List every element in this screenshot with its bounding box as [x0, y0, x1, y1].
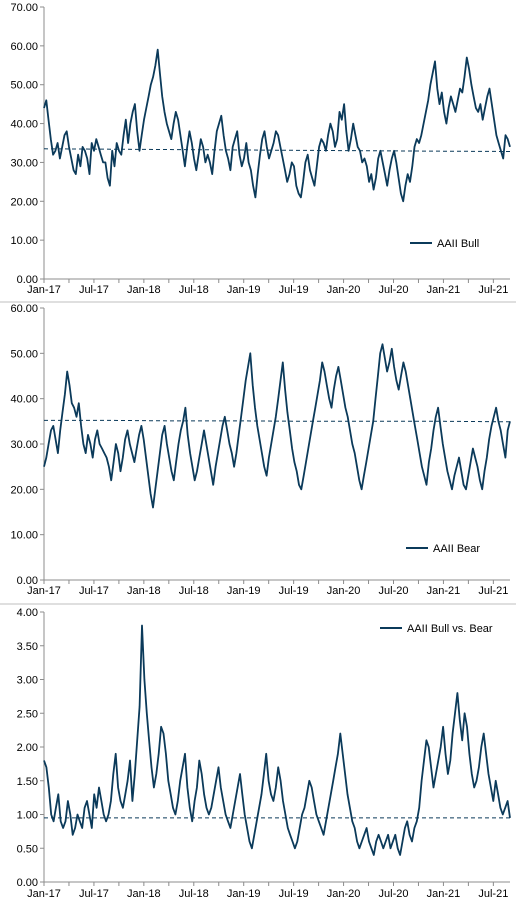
chart3-y-tick-label: 0.00 — [17, 877, 38, 889]
chart3-y-tick-label: 2.00 — [17, 742, 38, 754]
chart1-y-tick-label: 30.00 — [10, 157, 38, 169]
chart3-legend-label: AAII Bull vs. Bear — [407, 623, 493, 635]
chart3-series-line — [43, 624, 511, 856]
chart2-y-tick-label: 50.00 — [10, 348, 38, 360]
chart2-y-tick-label: 20.00 — [10, 484, 38, 496]
chart2-x-tick-label: Jan-19 — [227, 585, 261, 597]
chart2-x-tick-label: Jul-21 — [478, 585, 508, 597]
chart2-x-tick-label: Jul-20 — [379, 585, 409, 597]
chart2-x-tick-label: Jan-20 — [327, 585, 361, 597]
chart1-x-tick-label: Jan-21 — [427, 284, 461, 296]
chart3-y-tick-label: 4.00 — [17, 607, 38, 619]
chart2-x-tick-label: Jan-18 — [127, 585, 161, 597]
chart1-y-tick-label: 10.00 — [10, 235, 38, 247]
chart1-y-tick-label: 50.00 — [10, 80, 38, 92]
chart1-x-tick-label: Jul-19 — [279, 284, 309, 296]
chart1-x-tick-label: Jan-20 — [327, 284, 361, 296]
chart2-x-tick-label: Jul-18 — [179, 585, 209, 597]
chart3-x-tick-label: Jan-18 — [127, 888, 161, 900]
chart3-x-tick-label: Jul-19 — [279, 888, 309, 900]
chart2-y-tick-label: 30.00 — [10, 439, 38, 451]
chart3-y-tick-label: 1.00 — [17, 810, 38, 822]
chart1-x-tick-label: Jul-21 — [478, 284, 508, 296]
chart1-legend-label: AAII Bull — [437, 238, 479, 250]
chart3-y-tick-label: 2.50 — [17, 708, 38, 720]
chart1-y-tick-label: 60.00 — [10, 41, 38, 53]
chart2-x-tick-label: Jul-17 — [79, 585, 109, 597]
chart1-average-line — [43, 148, 511, 152]
chart3-y-tick-label: 1.50 — [17, 776, 38, 788]
chart1-x-tick-label: Jul-20 — [379, 284, 409, 296]
chart2-legend-label: AAII Bear — [433, 543, 480, 555]
chart3-x-tick-label: Jul-21 — [478, 888, 508, 900]
chart3-x-tick-label: Jan-17 — [27, 888, 61, 900]
chart1-x-tick-label: Jul-18 — [179, 284, 209, 296]
chart1-series-line — [43, 48, 511, 203]
chart2-x-tick-label: Jul-19 — [279, 585, 309, 597]
chart3-y-tick-label: 3.00 — [17, 675, 38, 687]
chart2-average-line — [44, 419, 511, 423]
chart2-y-tick-label: 40.00 — [10, 394, 38, 406]
chart3-x-tick-label: Jan-19 — [227, 888, 261, 900]
chart1-x-tick-label: Jan-19 — [227, 284, 261, 296]
chart3-x-tick-label: Jan-21 — [427, 888, 461, 900]
chart3-y-tick-label: 3.50 — [17, 641, 38, 653]
chart1-y-tick-label: 40.00 — [10, 119, 38, 131]
chart3-x-tick-label: Jul-20 — [379, 888, 409, 900]
chart1-x-tick-label: Jan-17 — [27, 284, 61, 296]
chart1-x-tick-label: Jan-18 — [127, 284, 161, 296]
chart2-y-tick-label: 0.00 — [17, 575, 38, 587]
chart3-y-tick-label: 0.50 — [17, 843, 38, 855]
chart1-y-tick-label: 70.00 — [10, 2, 38, 14]
chart1-x-tick-label: Jul-17 — [79, 284, 109, 296]
chart3-x-tick-label: Jul-18 — [179, 888, 209, 900]
chart3-x-tick-label: Jul-17 — [79, 888, 109, 900]
chart3-x-tick-label: Jan-20 — [327, 888, 361, 900]
chart2-x-tick-label: Jan-17 — [27, 585, 61, 597]
chart2-y-tick-label: 60.00 — [10, 303, 38, 315]
chart1-y-tick-label: 0.00 — [17, 274, 38, 286]
chart2-series-line — [43, 343, 511, 509]
chart2-y-tick-label: 10.00 — [10, 530, 38, 542]
chart2-x-tick-label: Jan-21 — [427, 585, 461, 597]
chart1-y-tick-label: 20.00 — [10, 196, 38, 208]
